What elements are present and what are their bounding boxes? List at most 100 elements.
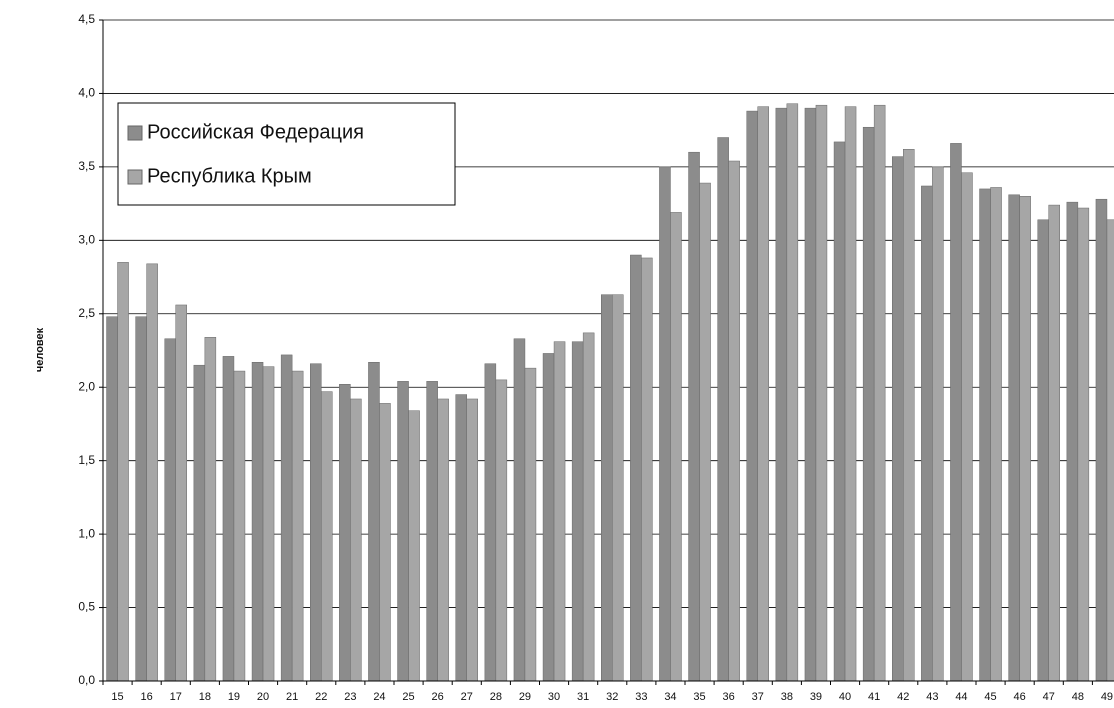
bar [222, 356, 235, 682]
bar [815, 104, 828, 682]
bar [990, 187, 1002, 682]
x-tick-label: 24 [373, 691, 385, 703]
x-tick-label: 26 [432, 691, 444, 703]
x-tick-label: 49 [1101, 691, 1113, 703]
y-tick-label: 1,5 [78, 453, 95, 467]
y-tick-label: 0,0 [78, 673, 95, 687]
x-tick-label: 25 [402, 691, 414, 703]
bar [379, 403, 391, 682]
bar [921, 185, 933, 682]
bar [950, 143, 962, 682]
x-tick-label: 31 [577, 691, 589, 703]
x-tick-label: 29 [519, 691, 531, 703]
bar [164, 338, 176, 682]
bar [437, 398, 449, 682]
legend-swatch [127, 125, 143, 141]
bar [804, 107, 817, 682]
x-tick-label: 27 [461, 691, 473, 703]
bar [251, 362, 264, 682]
x-tick-label: 41 [868, 691, 880, 703]
x-tick-label: 28 [490, 691, 502, 703]
bar [193, 364, 206, 682]
bar [1048, 204, 1060, 682]
bar [844, 106, 857, 682]
bar [571, 341, 584, 682]
x-tick-label: 32 [606, 691, 618, 703]
x-tick-label: 34 [664, 691, 676, 703]
x-tick-label: 35 [693, 691, 705, 703]
bar [1019, 196, 1031, 682]
x-tick-label: 21 [286, 691, 298, 703]
bar [175, 304, 187, 682]
x-tick-label: 46 [1014, 691, 1026, 703]
x-tick-label: 30 [548, 691, 560, 703]
bar [1037, 219, 1049, 682]
bar [862, 126, 875, 682]
bar [106, 316, 118, 682]
bar [582, 332, 595, 682]
bar [892, 156, 904, 682]
y-tick-label: 2,5 [78, 306, 95, 320]
bar [659, 166, 671, 682]
x-tick-label: 20 [257, 691, 269, 703]
legend-swatch [127, 169, 143, 185]
bar [670, 212, 682, 682]
bar [262, 366, 275, 682]
bar [135, 316, 147, 682]
bar [775, 107, 788, 682]
bar [979, 188, 991, 682]
x-tick-label: 17 [170, 691, 182, 703]
bar [553, 341, 566, 682]
bar [873, 104, 886, 682]
y-tick-label: 3,5 [78, 159, 95, 173]
bar [513, 338, 526, 682]
bar [1095, 198, 1108, 682]
x-tick-label: 36 [723, 691, 735, 703]
bar [117, 262, 129, 682]
bar [280, 354, 293, 682]
bar [408, 410, 420, 682]
bar [542, 353, 555, 682]
y-tick-label: 0,5 [78, 600, 95, 614]
bar [321, 391, 333, 682]
y-tick-label: 4,0 [78, 86, 95, 100]
y-tick-label: 2,0 [78, 379, 95, 393]
bar [932, 166, 944, 682]
bar [524, 367, 537, 682]
legend-box [117, 102, 456, 206]
x-tick-label: 40 [839, 691, 851, 703]
bar [786, 103, 799, 682]
bar [146, 263, 158, 682]
y-tick-label: 1,0 [78, 526, 95, 540]
x-tick-label: 48 [1072, 691, 1084, 703]
x-tick-label: 38 [781, 691, 793, 703]
x-tick-label: 43 [926, 691, 938, 703]
bar [350, 398, 362, 682]
x-tick-label: 18 [199, 691, 211, 703]
bar [1066, 201, 1079, 682]
bar [204, 337, 217, 682]
bar [368, 362, 380, 682]
bar [612, 294, 624, 682]
bar [757, 106, 769, 682]
bar [630, 254, 642, 682]
x-tick-label: 23 [344, 691, 356, 703]
bar [397, 381, 409, 682]
bar [1008, 194, 1020, 682]
bar [1106, 219, 1114, 682]
bar [601, 294, 613, 682]
x-tick-label: 39 [810, 691, 822, 703]
y-axis-label: человек [34, 327, 46, 372]
x-tick-label: 16 [141, 691, 153, 703]
bar [291, 370, 304, 682]
y-tick-label: 4,5 [78, 12, 95, 26]
bar [484, 363, 497, 682]
bar [746, 110, 758, 682]
x-tick-label: 37 [752, 691, 764, 703]
x-tick-label: 22 [315, 691, 327, 703]
x-tick-label: 15 [111, 691, 123, 703]
x-tick-label: 47 [1043, 691, 1055, 703]
x-tick-label: 19 [228, 691, 240, 703]
bar [495, 379, 508, 682]
